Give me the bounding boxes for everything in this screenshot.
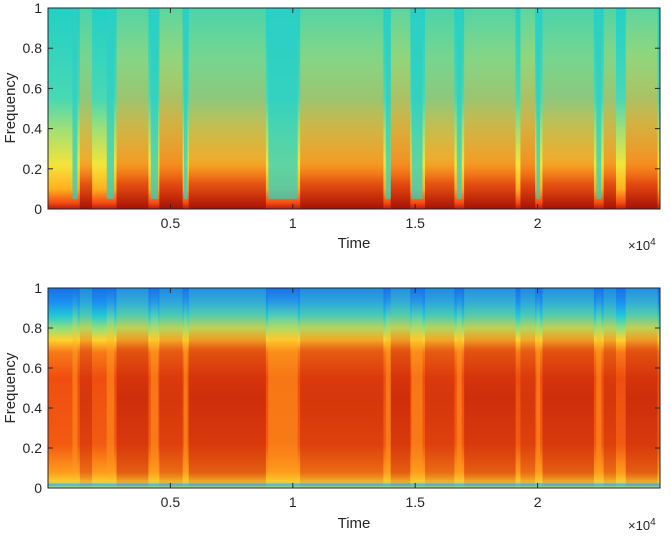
x-tick-label: 2 [534,494,542,510]
y-axis-label-1: Frequency [2,72,19,143]
pause-band [268,8,298,199]
y-tick-label: 0.2 [23,161,43,177]
x-axis-label-1: Time [338,235,371,252]
burst-band [520,288,536,488]
x-tick-label: 1.5 [405,494,425,510]
burst-low-band [625,158,658,209]
pause-band [411,8,423,199]
burst-low-band [542,158,594,209]
burst-low-band [464,158,516,209]
pause-band [536,8,541,199]
y-tick-label: 0.8 [23,40,43,56]
x-tick-label: 0.5 [161,215,181,231]
pause-band [72,288,78,488]
pause-band [411,288,423,488]
burst-band [390,288,411,488]
x-tick-label: 2 [534,215,542,231]
axes-box-2 [47,287,661,489]
y-tick-label: 0.6 [23,360,43,376]
x-axis-label-2: Time [338,515,371,532]
burst-low-band [300,158,384,209]
burst-band [464,288,516,488]
pause-band [385,8,391,199]
x-tick-label: 1.5 [405,215,425,231]
pause-band [596,8,602,199]
y-tick-label: 0.4 [23,121,43,137]
pause-band [150,288,159,488]
burst-low-band [520,158,536,209]
y-tick-label: 0 [34,201,42,217]
pause-band [456,288,462,488]
burst-low-band [116,158,149,209]
pause-band [106,288,115,488]
burst-band [300,288,384,488]
y-axis-label-2: Frequency [2,352,19,423]
burst-low-band [390,158,411,209]
burst-low-band [159,158,183,209]
pause-band [183,288,188,488]
pause-band [183,8,188,199]
burst-low-band [424,158,455,209]
pause-band [385,288,391,488]
spectrogram-panel-2: 0 0.2 0.4 0.6 0.8 1 0.5 1 1.5 2 Time Frequency ×… [2,280,661,533]
x-tick-label: 1 [289,215,297,231]
x-tick-label: 1 [289,494,297,510]
y-tick-label: 1 [34,280,42,296]
burst-band [424,288,455,488]
burst-band [542,288,594,488]
pause-band [106,8,115,199]
y-tick-label: 1 [34,0,42,16]
burst-band [159,288,183,488]
burst-band [116,288,149,488]
burst-band [603,288,616,488]
pause-band [456,8,462,199]
x-exponent-1: ×104 [628,237,656,253]
burst-low-band [79,158,93,209]
y-tick-label: 0.2 [23,440,43,456]
spectrogram-panel-1: 0 0.2 0.4 0.6 0.8 1 0.5 1 1.5 2 Time Frequency ×… [2,0,661,253]
burst-low-band [188,158,266,209]
x-exponent-2: ×104 [628,517,656,533]
burst-low-band [603,158,616,209]
x-tick-label: 0.5 [161,494,181,510]
burst-band [188,288,266,488]
axes-box-1 [47,7,661,210]
pause-band [268,288,298,488]
y-tick-label: 0 [34,480,42,496]
pause-band [150,8,159,199]
y-tick-label: 0.4 [23,400,43,416]
y-tick-label: 0.6 [23,80,43,96]
y-tick-label: 0.8 [23,320,43,336]
pause-band [596,288,602,488]
spectrogram-image-2 [48,288,660,488]
pause-band [72,8,78,199]
burst-band [79,288,93,488]
pause-band [536,288,541,488]
spectrogram-image-1 [48,8,660,209]
burst-band [625,288,658,488]
